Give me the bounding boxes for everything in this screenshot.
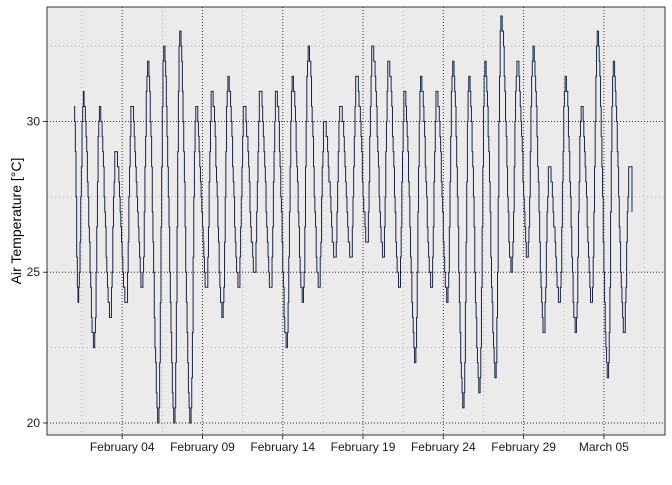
plot-panel bbox=[47, 7, 665, 435]
x-tick-label: February 09 bbox=[170, 440, 235, 454]
x-tick-label: February 14 bbox=[250, 440, 315, 454]
panel-border bbox=[46, 6, 666, 436]
x-tick-label: February 29 bbox=[491, 440, 556, 454]
y-axis-label: Air Temperature [°C] bbox=[8, 158, 24, 285]
y-tick-label: 30 bbox=[27, 115, 41, 129]
temperature-series-line bbox=[74, 15, 633, 424]
x-tick-label: February 24 bbox=[411, 440, 476, 454]
x-tick-label: March 05 bbox=[579, 440, 629, 454]
y-axis: 20 25 30 bbox=[27, 6, 666, 436]
series-layer bbox=[74, 15, 633, 424]
x-axis: February 04 February 09 February 14 Februar… bbox=[90, 435, 629, 454]
y-tick-label: 25 bbox=[27, 265, 41, 279]
x-tick-label: February 04 bbox=[90, 440, 155, 454]
y-tick-label: 20 bbox=[27, 416, 41, 430]
x-tick-label: February 19 bbox=[331, 440, 396, 454]
